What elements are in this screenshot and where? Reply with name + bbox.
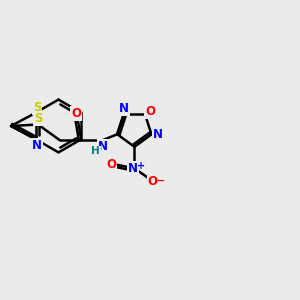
- Text: N: N: [32, 139, 42, 152]
- Text: −: −: [156, 176, 165, 186]
- Text: S: S: [33, 101, 41, 114]
- Text: O: O: [106, 158, 116, 171]
- Text: S: S: [34, 112, 43, 125]
- Text: N: N: [98, 140, 108, 153]
- Text: O: O: [145, 105, 155, 118]
- Text: N: N: [119, 102, 129, 115]
- Text: +: +: [137, 161, 145, 171]
- Text: N: N: [128, 162, 138, 175]
- Text: O: O: [148, 175, 158, 188]
- Text: N: N: [152, 128, 163, 141]
- Text: O: O: [71, 106, 81, 120]
- Text: H: H: [91, 146, 100, 157]
